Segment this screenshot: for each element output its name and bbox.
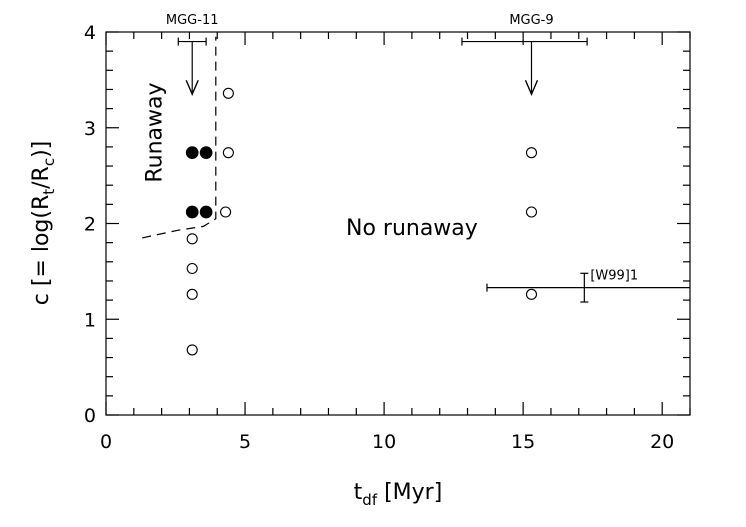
y-tick-label: 0	[84, 405, 96, 427]
data-points	[185, 87, 538, 356]
x-axis-label: tdf [Myr]	[354, 480, 443, 509]
filled-point	[185, 146, 199, 159]
runaway-boundary	[142, 36, 217, 239]
open-point	[525, 147, 538, 159]
limit-label: MGG-11	[166, 13, 219, 28]
region-label: No runaway	[346, 216, 478, 241]
x-tick-label: 15	[511, 431, 535, 453]
y-axis-label: c [= log(Rt/Rc)]	[29, 141, 58, 306]
open-point	[186, 262, 198, 275]
open-point	[222, 147, 234, 159]
y-tick-label: 1	[84, 309, 96, 331]
ticks	[105, 31, 691, 416]
x-tick-label: 0	[100, 431, 112, 453]
x-tick-label: 10	[372, 431, 396, 453]
upper-limit-markers: MGG-11 MGG-9	[166, 13, 588, 97]
y-tick-label: 3	[84, 118, 96, 140]
region-label: Runaway	[143, 82, 168, 182]
filled-point	[199, 205, 213, 219]
open-point	[186, 233, 198, 245]
limit-label: MGG-9	[509, 13, 553, 28]
open-point	[220, 206, 232, 218]
w99-label: [W99]1	[590, 268, 638, 283]
open-point	[222, 87, 234, 99]
boundary-dashed-line	[142, 36, 217, 239]
w99-error-bar: [W99]1	[486, 268, 690, 303]
y-tick-label: 4	[84, 22, 96, 44]
x-tick-label: 20	[650, 431, 674, 453]
limit-arrow-head	[524, 79, 539, 97]
limit-arrow-head	[185, 79, 199, 97]
open-point	[186, 344, 198, 356]
open-point	[186, 288, 198, 300]
open-point	[525, 206, 538, 218]
y-tick-label: 2	[84, 214, 96, 236]
x-tick-label: 5	[239, 431, 251, 453]
filled-point	[185, 205, 199, 219]
tick-labels: 0 5 10 15 20 0 1 2 3 4	[84, 22, 674, 453]
filled-point	[199, 146, 213, 159]
region-labels: Runaway No runaway	[143, 82, 478, 241]
open-point	[525, 288, 538, 300]
